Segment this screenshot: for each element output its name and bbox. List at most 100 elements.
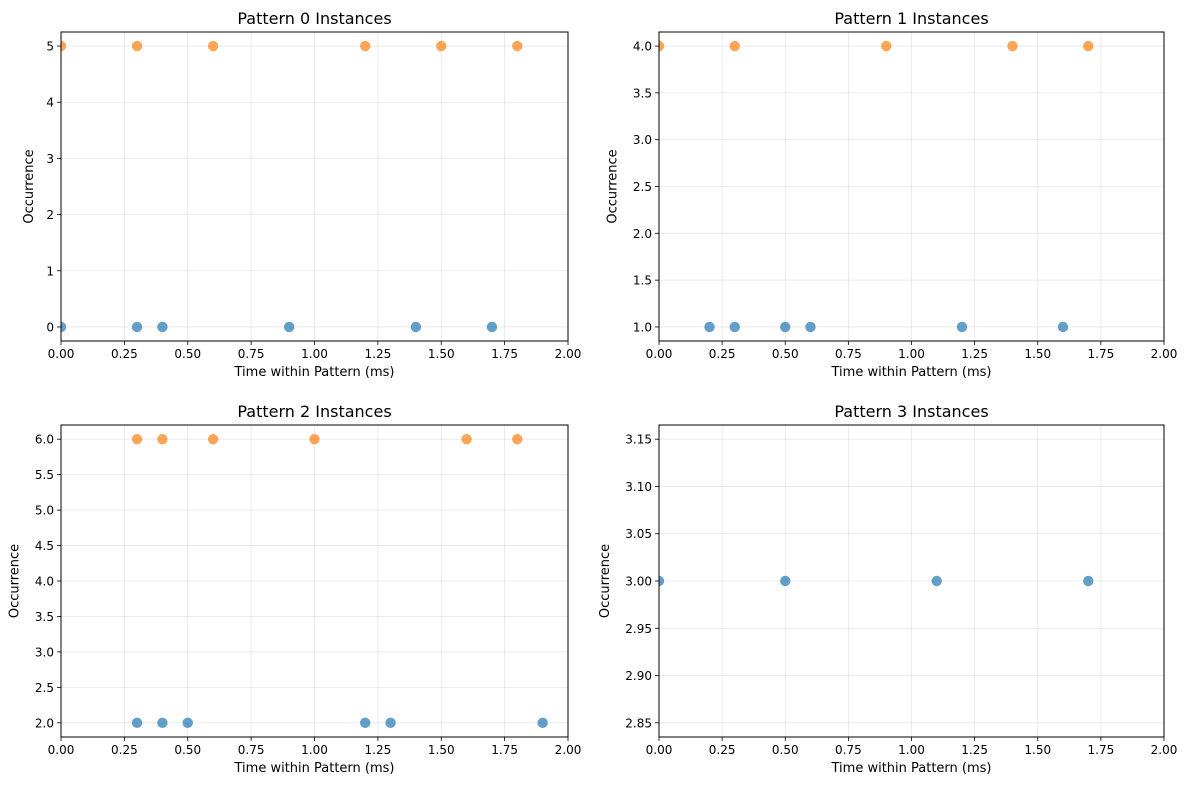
data-point-series-1 xyxy=(1083,40,1094,52)
subplot-0: 0.00 0.25 0.50 0.75 1.00 1.25 1.50 1.75 2.00 0 1 2 3… xyxy=(22,9,582,380)
chart-title: Pattern 0 Instances xyxy=(237,9,391,28)
x-tick-label: 1.75 xyxy=(491,347,518,361)
data-point-series-0 xyxy=(385,717,396,729)
y-axis-label: Occurrence xyxy=(605,149,620,223)
y-tick-label: 1 xyxy=(46,264,54,278)
x-tick-label: 0.00 xyxy=(646,347,673,361)
data-point-series-0 xyxy=(486,321,498,333)
y-tick-label: 2.95 xyxy=(625,622,652,636)
x-tick-label: 0.50 xyxy=(174,347,201,361)
x-tick-label: 1.75 xyxy=(491,743,518,757)
y-tick-label: 5.0 xyxy=(35,504,54,518)
data-point-series-0 xyxy=(537,717,548,729)
chart-title: Pattern 1 Instances xyxy=(834,9,988,28)
subplot-1: 0.00 0.25 0.50 0.75 1.00 1.25 1.50 1.75 2.00 1.0 1… xyxy=(605,9,1177,380)
y-axis-label: Occurrence xyxy=(22,149,37,223)
y-tick-label: 2.85 xyxy=(625,716,652,730)
data-point-series-0 xyxy=(780,575,791,587)
x-tick-label: 2.00 xyxy=(1151,743,1178,757)
x-tick-label: 1.25 xyxy=(961,743,988,757)
data-point-series-0 xyxy=(131,321,143,333)
data-point-series-0 xyxy=(131,717,143,729)
x-tick-label: 1.25 xyxy=(961,347,988,361)
points-layer xyxy=(61,40,523,333)
data-point-series-1 xyxy=(1007,40,1018,52)
y-tick-label: 6.0 xyxy=(35,433,54,447)
data-point-series-0 xyxy=(61,321,67,333)
x-tick-label: 1.00 xyxy=(898,743,925,757)
data-point-series-0 xyxy=(410,321,422,333)
y-tick-label: 2.5 xyxy=(633,180,652,194)
x-tick-label: 1.50 xyxy=(1024,743,1051,757)
y-tick-label: 5 xyxy=(46,40,54,54)
x-tick-label: 1.25 xyxy=(365,347,392,361)
chart-title: Pattern 2 Instances xyxy=(237,402,391,421)
data-point-series-1 xyxy=(659,40,665,52)
x-tick-label: 0.25 xyxy=(709,347,736,361)
x-axis-label: Time within Pattern (ms) xyxy=(831,365,992,380)
axes-frame xyxy=(60,424,569,738)
x-tick-label: 1.50 xyxy=(1024,347,1051,361)
data-point-series-1 xyxy=(61,40,67,52)
y-tick-label: 4.0 xyxy=(35,575,54,589)
subplot-3: 0.00 0.25 0.50 0.75 1.00 1.25 1.50 1.75 2.00 2.85… xyxy=(598,402,1177,776)
y-axis-label: Occurrence xyxy=(7,544,22,618)
data-point-series-1 xyxy=(461,433,472,445)
data-point-series-0 xyxy=(182,717,193,729)
points-layer xyxy=(659,40,1094,333)
x-tick-label: 2.00 xyxy=(1151,347,1178,361)
x-tick-label: 0.00 xyxy=(48,347,75,361)
x-tick-label: 1.50 xyxy=(428,743,455,757)
data-point-series-1 xyxy=(729,40,740,52)
x-tick-label: 0.25 xyxy=(111,347,138,361)
x-tick-label: 0.50 xyxy=(772,347,799,361)
x-tick-label: 0.75 xyxy=(835,347,862,361)
data-point-series-0 xyxy=(283,321,295,333)
data-point-series-0 xyxy=(704,321,715,333)
data-point-series-0 xyxy=(931,575,942,587)
x-tick-label: 2.00 xyxy=(555,743,582,757)
subplot-2: 0.00 0.25 0.50 0.75 1.00 1.25 1.50 1.75 2.00 2.0 2… xyxy=(7,402,581,776)
y-tick-label: 3.5 xyxy=(35,610,54,624)
x-tick-label: 0.00 xyxy=(48,743,75,757)
x-tick-label: 0.75 xyxy=(835,743,862,757)
y-tick-label: 2 xyxy=(46,208,54,222)
y-tick-label: 0 xyxy=(46,320,54,334)
y-tick-label: 3.00 xyxy=(625,575,652,589)
x-tick-label: 0.25 xyxy=(709,743,736,757)
data-point-series-1 xyxy=(207,433,219,445)
x-tick-label: 1.25 xyxy=(365,743,392,757)
data-point-series-1 xyxy=(436,40,447,52)
x-tick-label: 1.50 xyxy=(428,347,455,361)
data-point-series-1 xyxy=(157,433,168,445)
data-point-series-0 xyxy=(157,717,168,729)
x-tick-label: 1.00 xyxy=(301,347,328,361)
data-point-series-1 xyxy=(207,40,219,52)
x-tick-label: 0.75 xyxy=(238,347,265,361)
data-point-series-1 xyxy=(360,40,371,52)
y-tick-label: 3.15 xyxy=(625,433,652,447)
y-tick-label: 3.0 xyxy=(633,133,652,147)
y-tick-label: 3.5 xyxy=(633,86,652,100)
data-point-series-1 xyxy=(512,433,523,445)
data-point-series-1 xyxy=(131,40,143,52)
x-tick-label: 0.50 xyxy=(174,743,201,757)
y-tick-label: 5.5 xyxy=(35,468,54,482)
y-tick-label: 2.0 xyxy=(35,716,54,730)
x-tick-label: 1.00 xyxy=(301,743,328,757)
y-tick-label: 4.0 xyxy=(633,40,652,54)
data-point-series-1 xyxy=(309,433,320,445)
y-tick-label: 4.5 xyxy=(35,539,54,553)
data-point-series-1 xyxy=(512,40,523,52)
data-point-series-0 xyxy=(659,575,665,587)
x-tick-label: 0.25 xyxy=(111,743,138,757)
data-point-series-0 xyxy=(956,321,968,333)
y-tick-label: 1.0 xyxy=(633,320,652,334)
data-point-series-0 xyxy=(1057,321,1069,333)
y-tick-label: 3 xyxy=(46,152,54,166)
y-tick-label: 4 xyxy=(46,96,54,110)
y-tick-label: 1.5 xyxy=(633,274,652,288)
x-tick-label: 1.75 xyxy=(1088,347,1115,361)
points-layer xyxy=(131,433,548,729)
